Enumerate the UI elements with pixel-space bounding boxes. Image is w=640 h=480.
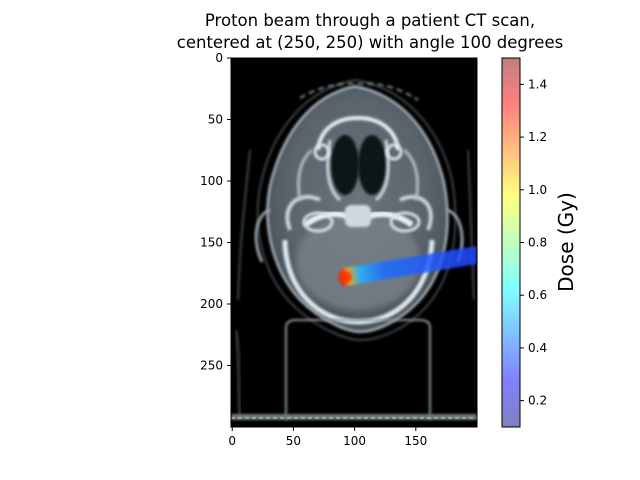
ct-scan-image bbox=[231, 58, 477, 427]
colorbar-tick-label: 1.2 bbox=[528, 130, 547, 144]
x-tick-label: 0 bbox=[228, 434, 236, 448]
chart-title-line-1: Proton beam through a patient CT scan, bbox=[204, 11, 536, 30]
y-tick-label: 250 bbox=[200, 359, 223, 373]
colorbar-tick-label: 0.6 bbox=[528, 288, 547, 302]
colorbar-tick-label: 0.2 bbox=[528, 394, 547, 408]
x-tick-label: 150 bbox=[404, 434, 427, 448]
y-tick-label: 0 bbox=[215, 51, 223, 65]
x-tick-label: 50 bbox=[286, 434, 301, 448]
y-tick-label: 50 bbox=[208, 113, 223, 127]
colorbar-tick-label: 1.0 bbox=[528, 183, 547, 197]
colorbar-gradient bbox=[502, 58, 520, 427]
colorbar-label: Dose (Gy) bbox=[554, 192, 578, 292]
colorbar: 0.2 0.4 0.6 0.8 1.0 1.2 1.4 Dose (Gy) bbox=[501, 57, 578, 428]
chart-title-line-2: centered at (250, 250) with angle 100 de… bbox=[176, 33, 564, 52]
colorbar-tick-label: 0.8 bbox=[528, 236, 547, 250]
y-tick-label: 100 bbox=[200, 174, 223, 188]
y-tick-label: 150 bbox=[200, 236, 223, 250]
dose-overlay bbox=[338, 246, 477, 286]
colorbar-tick-label: 0.4 bbox=[528, 341, 547, 355]
x-tick-label: 100 bbox=[343, 434, 366, 448]
y-tick-label: 200 bbox=[200, 297, 223, 311]
colorbar-tick-label: 1.4 bbox=[528, 77, 547, 91]
